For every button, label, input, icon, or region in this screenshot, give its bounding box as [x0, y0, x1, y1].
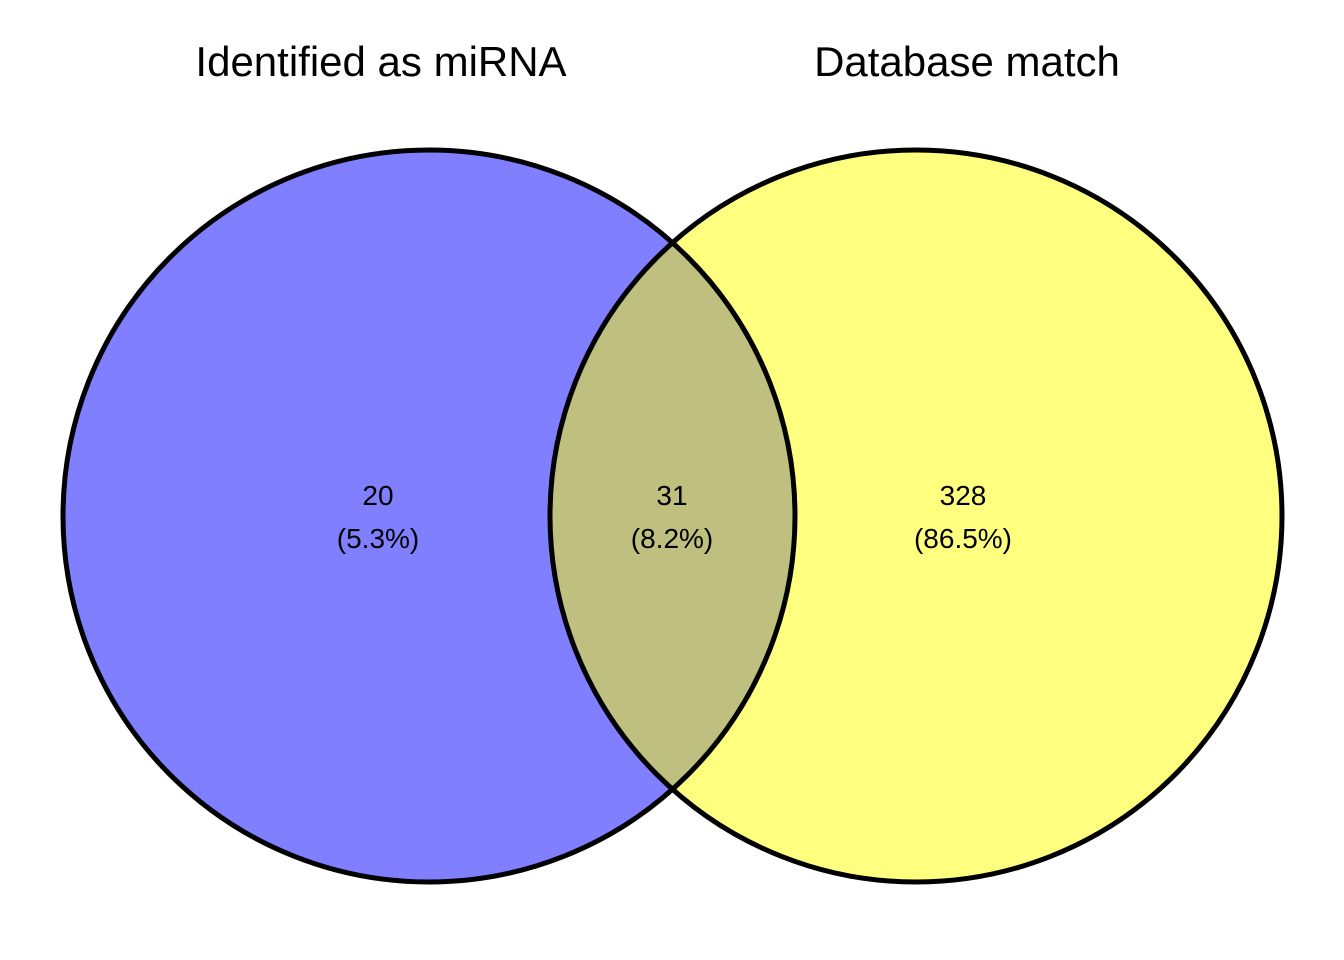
right-region-pct: (86.5%): [914, 523, 1012, 554]
right-set-title: Database match: [814, 38, 1120, 85]
left-circle-outline: [60, 147, 798, 885]
left-set-title: Identified as miRNA: [195, 38, 566, 85]
right-circle-fill: [550, 150, 1282, 882]
left-region-pct: (5.3%): [337, 523, 419, 554]
left-region-count: 20: [362, 480, 393, 511]
right-circle-outline: [547, 147, 1285, 885]
overlap-region-count: 31: [656, 480, 687, 511]
overlap-region-pct: (8.2%): [631, 523, 713, 554]
right-region-count: 328: [940, 480, 987, 511]
